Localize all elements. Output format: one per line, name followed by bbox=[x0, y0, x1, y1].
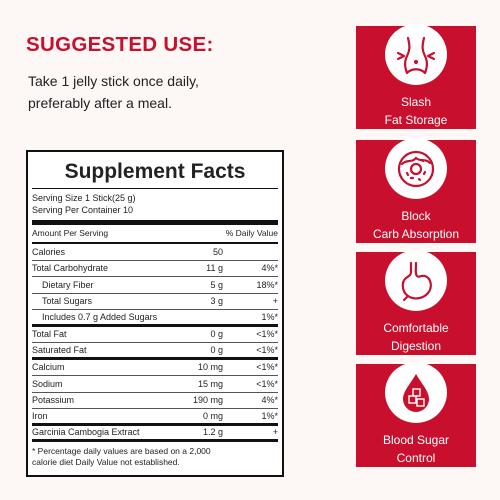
nutrient-dv: <1%* bbox=[256, 362, 278, 373]
nutrient-name: Sodium bbox=[32, 378, 63, 389]
nutrient-amount: 190 mg bbox=[192, 395, 223, 406]
nutrient-name: Total Carbohydrate bbox=[32, 263, 109, 274]
nutrient-dv: <1%* bbox=[256, 329, 278, 340]
benefit-line-1: Block bbox=[401, 209, 431, 223]
nutrient-amount: 10 mg bbox=[197, 362, 223, 373]
nutrient-dv: <1%* bbox=[256, 344, 278, 355]
usage-line-2: preferably after a meal. bbox=[28, 95, 172, 111]
nutrient-amount: 3 g bbox=[210, 296, 223, 307]
usage-instructions: Take 1 jelly stick once daily, preferabl… bbox=[28, 70, 328, 114]
benefit-label: Blood Sugar Control bbox=[383, 431, 449, 467]
nutrient-name: Total Sugars bbox=[42, 296, 93, 307]
nutrient-dv: 4%* bbox=[261, 263, 278, 274]
blood-drop-icon bbox=[385, 362, 447, 423]
nutrient-row: Potassium 190 mg 4%* bbox=[32, 393, 278, 409]
nutrient-amount: 15 mg bbox=[197, 378, 223, 389]
nutrient-amount: 1.2 g bbox=[202, 427, 223, 438]
nutrient-dv: 4%* bbox=[261, 395, 278, 406]
nutrient-row: Total Carbohydrate 11 g 4%* bbox=[32, 261, 278, 277]
suggested-use-heading: SUGGESTED USE: bbox=[26, 33, 214, 56]
benefit-card-blood-sugar: Blood Sugar Control bbox=[356, 362, 476, 467]
facts-footnote: * Percentage daily values are based on a… bbox=[32, 442, 278, 468]
amount-header: Amount Per Serving bbox=[32, 228, 109, 238]
amount-header-row: Amount Per Serving % Daily Value bbox=[32, 225, 278, 244]
daily-value-header: % Daily Value bbox=[225, 228, 278, 238]
footnote-line-1: * Percentage daily values are based on a… bbox=[32, 446, 211, 456]
usage-line-1: Take 1 jelly stick once daily, bbox=[28, 73, 199, 89]
nutrient-name: Dietary Fiber bbox=[42, 279, 94, 290]
benefit-line-2: Fat Storage bbox=[384, 113, 448, 127]
nutrient-dv: + bbox=[272, 296, 278, 307]
benefit-card-digestion: Comfortable Digestion bbox=[356, 250, 476, 355]
nutrient-amount: 0 g bbox=[210, 344, 223, 355]
supplement-facts-panel: Supplement Facts Serving Size 1 Stick(25… bbox=[26, 150, 284, 477]
nutrient-amount: 50 bbox=[212, 246, 223, 257]
nutrient-name: Iron bbox=[32, 410, 48, 421]
nutrient-name: Garcinia Cambogia Extract bbox=[32, 427, 140, 438]
nutrient-row: Calcium 10 mg <1%* bbox=[32, 360, 278, 376]
benefits-column: Slash Fat Storage Block Carb Absorption bbox=[356, 0, 500, 500]
nutrient-name: Includes 0.7 g Added Sugars bbox=[42, 311, 158, 322]
nutrient-row: Includes 0.7 g Added Sugars 1%* bbox=[32, 310, 278, 327]
thick-divider bbox=[32, 220, 278, 225]
nutrient-row: Calories 50 bbox=[32, 244, 278, 261]
nutrient-row: Sodium 15 mg <1%* bbox=[32, 376, 278, 393]
stomach-icon bbox=[385, 250, 447, 311]
serving-size: Serving Size 1 Stick(25 g) bbox=[32, 193, 136, 203]
nutrient-amount: 0 g bbox=[210, 329, 223, 340]
nutrient-row: Total Sugars 3 g + bbox=[32, 294, 278, 310]
nutrient-amount: 11 g bbox=[206, 263, 223, 274]
nutrient-name: Calcium bbox=[32, 362, 65, 373]
nutrient-row: Total Fat 0 g <1%* bbox=[32, 327, 278, 343]
servings-per-container: Serving Per Container 10 bbox=[32, 205, 134, 215]
benefit-line-2: Digestion bbox=[390, 339, 442, 353]
benefit-line-2: Control bbox=[396, 451, 436, 465]
facts-title: Supplement Facts bbox=[32, 152, 278, 189]
benefit-card-carb-absorption: Block Carb Absorption bbox=[356, 138, 476, 243]
nutrient-name: Potassium bbox=[32, 395, 75, 406]
nutrient-amount: 0 mg bbox=[202, 410, 223, 421]
nutrient-name: Saturated Fat bbox=[32, 344, 87, 355]
benefit-label: Slash Fat Storage bbox=[385, 93, 448, 129]
benefit-line-1: Comfortable bbox=[383, 321, 449, 335]
benefit-label: Block Carb Absorption bbox=[373, 207, 459, 243]
benefit-label: Comfortable Digestion bbox=[383, 319, 448, 355]
nutrient-row: Saturated Fat 0 g <1%* bbox=[32, 343, 278, 360]
donut-icon bbox=[385, 138, 447, 199]
nutrient-row: Garcinia Cambogia Extract 1.2 g + bbox=[32, 426, 278, 442]
benefit-line-1: Slash bbox=[400, 95, 431, 109]
nutrient-name: Total Fat bbox=[32, 329, 67, 340]
benefit-line-2: Carb Absorption bbox=[372, 227, 460, 241]
nutrient-dv: 18%* bbox=[256, 279, 278, 290]
benefit-card-fat-storage: Slash Fat Storage bbox=[356, 24, 476, 129]
serving-info: Serving Size 1 Stick(25 g) Serving Per C… bbox=[32, 189, 278, 216]
footnote-line-2: calorie diet Daily Value not established… bbox=[32, 457, 180, 467]
benefit-line-1: Blood Sugar bbox=[382, 433, 450, 447]
nutrient-row: Dietary Fiber 5 g 18%* bbox=[32, 277, 278, 294]
waist-icon bbox=[385, 24, 447, 85]
nutrient-dv: <1%* bbox=[256, 378, 278, 389]
nutrient-row: Iron 0 mg 1%* bbox=[32, 409, 278, 426]
nutrient-amount: 5 g bbox=[210, 279, 223, 290]
nutrient-dv: 1%* bbox=[261, 410, 278, 421]
nutrient-dv: + bbox=[272, 427, 278, 438]
nutrient-name: Calories bbox=[32, 246, 66, 257]
nutrient-dv: 1%* bbox=[261, 311, 278, 322]
